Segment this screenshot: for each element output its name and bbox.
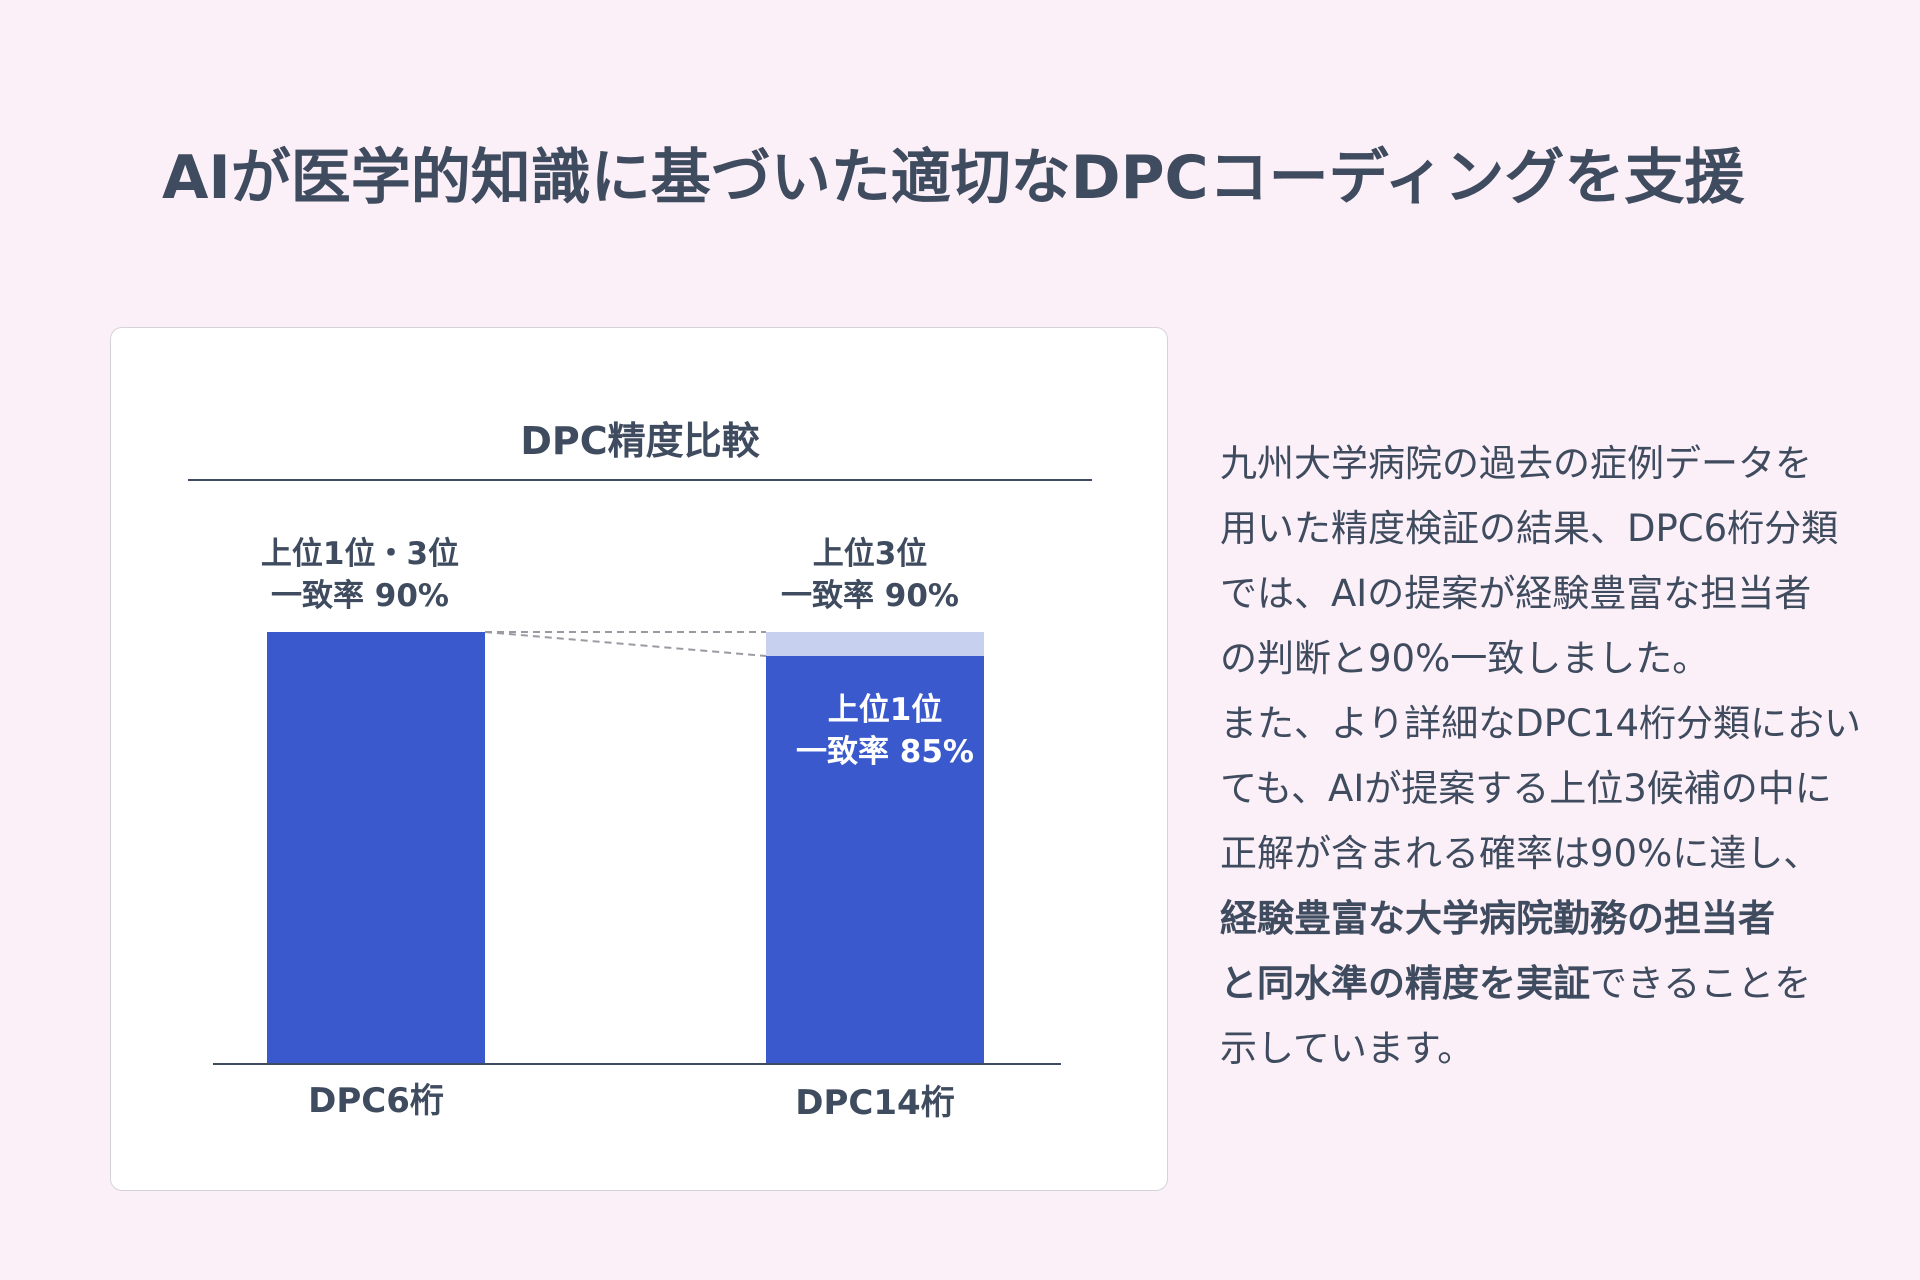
bar-dpc14-top3-segment: [766, 632, 984, 656]
data-label-dpc14-top1-line1: 上位1位: [828, 692, 943, 728]
description-line: また、より詳細なDPC14桁分類におい: [1220, 702, 1861, 745]
bar-dpc6-top1-top3: [267, 632, 485, 1064]
data-label-dpc6-line2: 一致率 90%: [271, 578, 449, 614]
description-line: と同水準の精度を実証できることを: [1220, 951, 1900, 1016]
bars-layer: [267, 631, 984, 1064]
description-text-run: できることを: [1590, 962, 1812, 1005]
description-emphasis: 経験豊富な大学病院勤務の担当者: [1220, 897, 1775, 940]
data-label-dpc14-top3-line1: 上位3位: [813, 536, 928, 572]
description-text: 九州大学病院の過去の症例データを 用いた精度検証の結果、DPC6桁分類 では、A…: [1220, 431, 1900, 1081]
description-line: の判断と90%一致しました。: [1220, 637, 1710, 680]
x-tick-label-dpc14: DPC14桁: [795, 1083, 954, 1123]
description-line: ても、AIが提案する上位3候補の中に: [1220, 767, 1832, 810]
data-label-dpc14-top1-line2: 一致率 85%: [796, 734, 974, 770]
description-line: では、AIの提案が経験豊富な担当者: [1220, 572, 1812, 615]
description-line: 用いた精度検証の結果、DPC6桁分類: [1220, 507, 1839, 550]
page-title: AIが医学的知識に基づいた適切なDPCコーディングを支援: [162, 143, 1745, 213]
description-line: 正解が含まれる確率は90%に達し、: [1220, 832, 1821, 875]
description-emphasis: と同水準の精度を実証: [1220, 962, 1590, 1005]
bar-dpc14-top1-segment: [766, 656, 984, 1064]
chart-card: DPC精度比較 上位1位・3位 一致率 90% 上位3位 一致率 90% 上位1位 一致率…: [110, 327, 1168, 1191]
chart-title: DPC精度比較: [520, 419, 760, 463]
data-label-dpc14-top3-line2: 一致率 90%: [781, 578, 959, 614]
data-label-dpc6-line1: 上位1位・3位: [261, 536, 459, 572]
x-tick-label-dpc6: DPC6桁: [308, 1081, 444, 1121]
connector-dashed-top1: [484, 631, 767, 657]
description-line: 示しています。: [1220, 1027, 1475, 1070]
description-line: 九州大学病院の過去の症例データを: [1220, 442, 1812, 485]
